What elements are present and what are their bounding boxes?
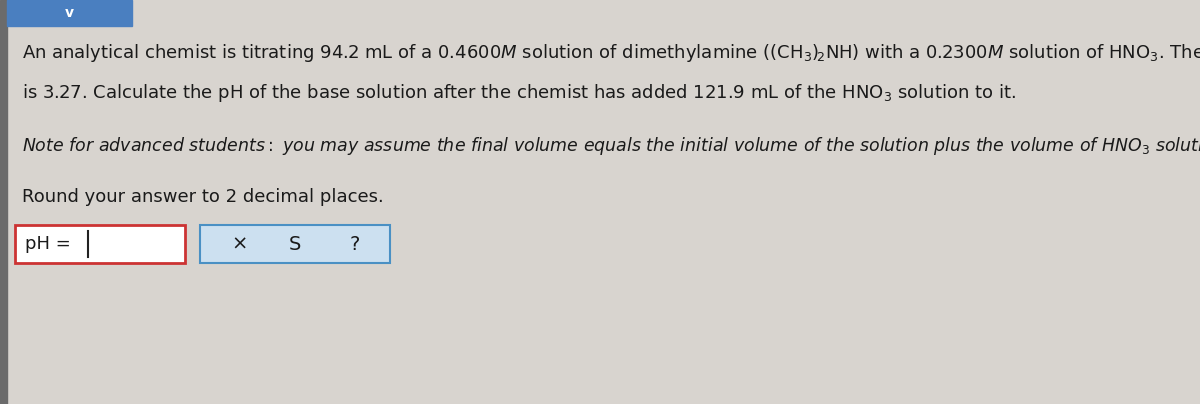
Text: S: S bbox=[289, 234, 301, 253]
Text: ?: ? bbox=[350, 234, 360, 253]
Text: Round your answer to 2 decimal places.: Round your answer to 2 decimal places. bbox=[22, 188, 384, 206]
Text: ×: × bbox=[232, 234, 248, 253]
Bar bbox=[7, 0, 132, 26]
Bar bbox=[200, 225, 390, 263]
Text: $\it{Note\ for\ advanced\ students:}$ you may assume the final volume equals the: $\it{Note\ for\ advanced\ students:}$ yo… bbox=[22, 135, 1200, 157]
Text: v: v bbox=[65, 6, 73, 20]
Text: An analytical chemist is titrating 94.2 mL of a 0.4600$M$ solution of dimethylam: An analytical chemist is titrating 94.2 … bbox=[22, 42, 1200, 64]
Bar bbox=[0, 0, 7, 404]
Text: pH =: pH = bbox=[25, 235, 77, 253]
Text: is 3.27. Calculate the pH of the base solution after the chemist has added 121.9: is 3.27. Calculate the pH of the base so… bbox=[22, 82, 1016, 104]
Bar bbox=[14, 225, 185, 263]
